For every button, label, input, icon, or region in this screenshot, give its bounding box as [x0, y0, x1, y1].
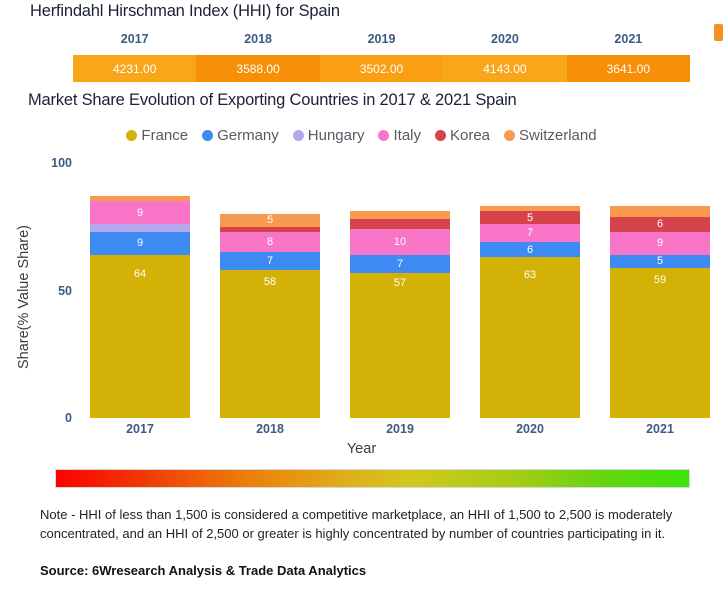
y-axis-tick: 50 — [58, 283, 72, 298]
bar-segment-france[interactable]: 59 — [610, 267, 710, 418]
legend-item-switzerland[interactable]: Switzerland — [504, 127, 597, 144]
legend-item-hungary[interactable]: Hungary — [292, 127, 365, 144]
legend-item-italy[interactable]: Italy — [378, 127, 421, 144]
legend-item-label: Hungary — [307, 127, 365, 144]
legend-swatch-icon — [202, 130, 214, 141]
bar-segment-switzerland[interactable] — [90, 196, 190, 202]
bar-segment-hungary[interactable] — [90, 224, 190, 232]
legend-item-label: Korea — [450, 127, 491, 144]
legend-swatch-icon — [126, 130, 138, 141]
hhi-value-bar: 4231.00 3588.00 3502.00 4143.00 3641.00 — [73, 55, 691, 82]
bar-segment-switzerland[interactable] — [350, 211, 450, 220]
bar-segment-value: 5 — [656, 255, 664, 268]
bar-stack-2017[interactable]: 64 9 9 — [90, 196, 190, 418]
bar-stack-2020[interactable]: 63 6 7 5 — [480, 206, 580, 418]
bar-segment-value: 5 — [526, 211, 534, 224]
bar-segment-value: 6 — [526, 243, 534, 256]
legend-swatch-icon — [504, 130, 516, 141]
bar-segment-value: 8 — [266, 236, 274, 249]
legend-item-label: Germany — [217, 127, 279, 144]
bar-segment-korea[interactable]: 6 — [610, 216, 710, 232]
y-axis-label: Share(% Value Share) — [16, 225, 32, 370]
hhi-gradient-scale — [55, 469, 690, 488]
bar-segment-france[interactable]: 57 — [350, 272, 450, 418]
hhi-value-cell: 3502.00 — [319, 55, 444, 82]
y-axis-tick: 100 — [51, 156, 72, 170]
hhi-value-cell: 4231.00 — [73, 55, 197, 82]
x-axis-tick: 2019 — [386, 422, 414, 436]
bar-segment-value: 57 — [393, 276, 407, 289]
bar-stack-2019[interactable]: 57 7 10 — [350, 211, 450, 418]
x-axis-tick: 2021 — [646, 422, 674, 436]
legend-item-france[interactable]: France — [126, 127, 188, 144]
hhi-value-cell: 3641.00 — [566, 55, 691, 82]
bar-segment-korea[interactable] — [350, 219, 450, 230]
hhi-title: Herfindahl Hirschman Index (HHI) for Spa… — [30, 2, 340, 20]
chart-title: Market Share Evolution of Exporting Coun… — [28, 91, 517, 109]
bar-segment-switzerland[interactable] — [610, 206, 710, 217]
bar-segment-switzerland[interactable]: 5 — [220, 214, 320, 227]
bar-segment-value: 9 — [136, 237, 144, 250]
x-axis-tick: 2017 — [126, 422, 154, 436]
bar-segment-france[interactable]: 58 — [220, 270, 320, 418]
bar-segment-value: 63 — [523, 269, 537, 282]
legend-item-germany[interactable]: Germany — [202, 127, 279, 144]
note-text: Note - HHI of less than 1,500 is conside… — [40, 507, 673, 541]
bar-segment-value: 5 — [266, 214, 274, 227]
legend-item-korea[interactable]: Korea — [435, 127, 490, 144]
legend-item-label: France — [141, 127, 189, 144]
legend-item-label: Italy — [393, 127, 421, 144]
bar-segment-italy[interactable]: 7 — [480, 224, 580, 243]
bar-segment-korea[interactable] — [220, 226, 320, 232]
bar-segment-italy[interactable]: 10 — [350, 229, 450, 255]
bar-segment-france[interactable]: 64 — [90, 254, 190, 418]
x-axis-tick: 2020 — [516, 422, 544, 436]
hhi-value-cell: 3588.00 — [196, 55, 320, 82]
bar-segment-value: 7 — [266, 255, 274, 268]
hhi-year-label: 2018 — [244, 32, 273, 46]
bar-segment-value: 6 — [656, 218, 664, 231]
hhi-year-label: 2021 — [614, 32, 643, 46]
bar-segment-switzerland[interactable] — [480, 206, 580, 212]
bar-segment-italy[interactable]: 9 — [610, 231, 710, 255]
hhi-year-label: 2019 — [367, 32, 396, 46]
legend-swatch-icon — [378, 130, 390, 141]
bar-segment-value: 7 — [396, 257, 404, 270]
bar-segment-korea[interactable]: 5 — [480, 211, 580, 225]
source-text: Source: 6Wresearch Analysis & Trade Data… — [40, 563, 367, 578]
hhi-year-label: 2017 — [120, 32, 149, 46]
x-axis-tick: 2018 — [256, 422, 284, 436]
bar-segment-value: 10 — [393, 236, 407, 249]
edge-artifact — [714, 24, 723, 41]
bar-stack-2021[interactable]: 59 5 9 6 — [610, 206, 710, 418]
bar-segment-germany[interactable]: 9 — [90, 231, 190, 255]
chart-legend: France Germany Hungary Italy Korea Switzerlan… — [0, 127, 723, 144]
bar-stack-2018[interactable]: 58 7 8 5 — [220, 214, 320, 418]
bar-segment-france[interactable]: 63 — [480, 257, 580, 418]
bar-segment-germany[interactable]: 7 — [220, 252, 320, 271]
bar-segment-value: 64 — [133, 267, 147, 280]
legend-item-label: Switzerland — [519, 127, 597, 144]
bar-segment-germany[interactable]: 5 — [610, 254, 710, 268]
bar-segment-value: 7 — [526, 227, 534, 240]
hhi-value-cell: 4143.00 — [443, 55, 567, 82]
bar-segment-italy[interactable]: 8 — [220, 231, 320, 253]
y-axis-tick: 0 — [65, 411, 72, 425]
bar-segment-italy[interactable]: 9 — [90, 201, 190, 225]
bar-segment-germany[interactable]: 6 — [480, 242, 580, 258]
legend-swatch-icon — [292, 130, 304, 141]
hhi-year-header: 2017 2018 2019 2020 2021 — [73, 32, 690, 46]
bar-segment-germany[interactable]: 7 — [350, 254, 450, 273]
bar-segment-value: 9 — [136, 206, 144, 219]
bar-segment-value: 58 — [263, 275, 277, 288]
bar-segment-value: 59 — [653, 274, 667, 287]
hhi-year-label: 2020 — [491, 32, 519, 46]
legend-swatch-icon — [435, 130, 446, 141]
bar-segment-value: 9 — [656, 237, 664, 250]
x-axis-label: Year — [346, 441, 377, 457]
